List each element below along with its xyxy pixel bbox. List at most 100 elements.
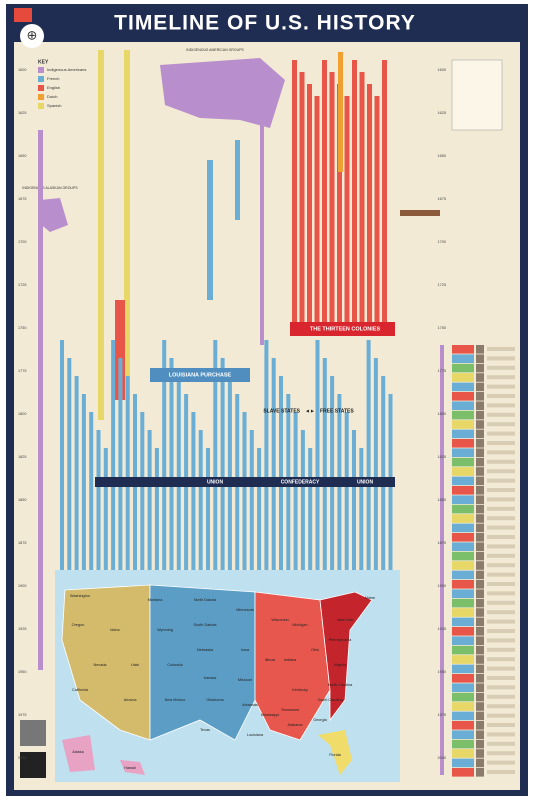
state-line bbox=[257, 448, 262, 570]
president-photo bbox=[476, 420, 484, 429]
year-label: 1650 bbox=[438, 154, 446, 158]
state-line bbox=[373, 358, 378, 570]
president-photo bbox=[476, 457, 484, 467]
state-label: Minnesota bbox=[236, 608, 254, 612]
state-line bbox=[169, 358, 174, 570]
map-alaska bbox=[62, 735, 95, 772]
timeline-line bbox=[38, 130, 43, 670]
year-label: 1975 bbox=[18, 713, 26, 717]
state-line bbox=[279, 376, 283, 570]
president-photo bbox=[476, 382, 484, 392]
colony-bar bbox=[329, 72, 335, 322]
title: TIMELINE OF U.S. HISTORY bbox=[114, 12, 416, 35]
president-bar bbox=[487, 657, 515, 662]
president-row bbox=[452, 382, 474, 392]
state-label: Nebraska bbox=[197, 648, 214, 652]
state-line bbox=[352, 430, 356, 570]
state-line bbox=[206, 448, 210, 570]
state-label: Montana bbox=[148, 598, 164, 602]
president-row bbox=[452, 561, 474, 570]
colony-bar bbox=[367, 84, 372, 322]
president-row bbox=[452, 589, 474, 598]
president-photo bbox=[476, 627, 484, 636]
president-bar bbox=[487, 506, 515, 511]
president-photo bbox=[476, 392, 484, 401]
key-label: Spanish bbox=[47, 103, 61, 108]
president-bar bbox=[487, 450, 515, 455]
timeline-line bbox=[440, 345, 444, 775]
union-label: UNION bbox=[207, 479, 224, 485]
president-photo bbox=[476, 476, 484, 486]
state-label: Illinois bbox=[265, 658, 276, 662]
colony-bar bbox=[299, 72, 305, 322]
timeline-line bbox=[338, 52, 343, 172]
state-label: South Carolina bbox=[317, 698, 343, 702]
presidents bbox=[452, 345, 515, 777]
colony-bar bbox=[292, 60, 297, 322]
president-photo bbox=[476, 758, 484, 768]
president-photo bbox=[476, 551, 484, 561]
state-label: Wisconsin bbox=[271, 618, 288, 622]
year-label: 1925 bbox=[18, 627, 26, 631]
year-label: 1700 bbox=[438, 240, 446, 244]
zoom-icon[interactable]: ⊕ bbox=[27, 27, 38, 42]
president-photo bbox=[476, 514, 484, 523]
president-photo bbox=[476, 363, 484, 373]
president-photo bbox=[476, 608, 484, 617]
state-line bbox=[344, 412, 349, 570]
president-photo bbox=[476, 645, 484, 655]
president-row bbox=[452, 495, 474, 504]
colony-bar bbox=[314, 96, 320, 322]
president-bar bbox=[487, 723, 515, 727]
qr-code bbox=[20, 752, 46, 778]
president-photo bbox=[476, 768, 484, 777]
president-row bbox=[452, 580, 474, 589]
president-bar bbox=[487, 563, 515, 568]
year-label: 1800 bbox=[18, 412, 26, 416]
year-label: 1675 bbox=[438, 197, 446, 201]
colony-bar bbox=[352, 60, 357, 322]
president-bar bbox=[487, 704, 515, 709]
president-bar bbox=[487, 441, 515, 445]
colonies-label: THE THIRTEEN COLONIES bbox=[310, 326, 381, 332]
zoom-button[interactable] bbox=[20, 24, 44, 48]
president-photo bbox=[476, 495, 484, 504]
year-label: 1650 bbox=[18, 154, 26, 158]
free-label: FREE STATES bbox=[320, 408, 354, 414]
state-label: Ohio bbox=[311, 648, 319, 652]
state-line bbox=[60, 340, 64, 570]
president-row bbox=[452, 486, 474, 495]
year-label: 1800 bbox=[438, 412, 446, 416]
president-bar bbox=[487, 431, 515, 436]
president-bar bbox=[487, 544, 515, 549]
colony-bar bbox=[359, 72, 365, 322]
timeline-line bbox=[207, 160, 213, 300]
year-label: 1675 bbox=[18, 197, 26, 201]
president-bar bbox=[487, 619, 515, 624]
president-photo bbox=[476, 561, 484, 570]
president-row bbox=[452, 692, 474, 702]
state-label: Texas bbox=[200, 728, 210, 732]
president-row bbox=[452, 627, 474, 636]
colony-bar bbox=[374, 96, 380, 322]
year-label: 2000 bbox=[438, 756, 446, 760]
state-line bbox=[118, 358, 123, 570]
state-line bbox=[242, 412, 247, 570]
president-bar bbox=[487, 422, 515, 427]
president-row bbox=[452, 514, 474, 523]
president-row bbox=[452, 739, 474, 749]
president-bar bbox=[487, 732, 515, 737]
state-line bbox=[330, 376, 335, 570]
president-photo bbox=[476, 570, 484, 580]
indigenous-label: INDIGENOUS AMERICAN GROUPS bbox=[186, 48, 244, 52]
year-label: 1925 bbox=[438, 627, 446, 631]
state-label: Alaska bbox=[72, 750, 84, 754]
state-line bbox=[366, 340, 371, 570]
year-label: 1850 bbox=[438, 498, 446, 502]
year-label: 1875 bbox=[438, 541, 446, 545]
key-swatch bbox=[38, 76, 44, 82]
timeline-line bbox=[124, 50, 130, 400]
year-label: 1900 bbox=[18, 584, 26, 588]
president-bar bbox=[487, 629, 515, 633]
president-photo bbox=[476, 617, 484, 627]
